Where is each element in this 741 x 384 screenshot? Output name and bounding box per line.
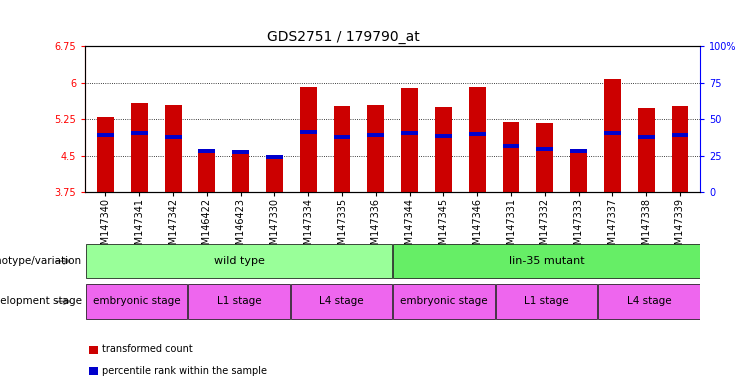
Text: L1 stage: L1 stage: [216, 296, 262, 306]
Bar: [502, 122, 519, 192]
Bar: [368, 132, 385, 137]
Bar: [368, 106, 385, 192]
Text: lin-35 mutant: lin-35 mutant: [508, 256, 585, 266]
Bar: [266, 155, 283, 159]
Bar: [671, 106, 688, 192]
Bar: [291, 284, 392, 319]
Text: L4 stage: L4 stage: [627, 296, 671, 306]
Bar: [401, 88, 418, 192]
Bar: [199, 149, 216, 192]
Bar: [300, 88, 316, 192]
Bar: [333, 134, 350, 139]
Bar: [165, 135, 182, 139]
Bar: [333, 106, 350, 192]
Bar: [86, 284, 187, 319]
Bar: [496, 284, 597, 319]
Bar: [199, 149, 216, 153]
Bar: [599, 284, 700, 319]
Bar: [435, 134, 452, 137]
Bar: [232, 150, 249, 154]
Bar: [97, 133, 114, 137]
Bar: [393, 244, 700, 278]
Text: transformed count: transformed count: [102, 344, 193, 354]
Bar: [570, 149, 587, 153]
Bar: [188, 284, 290, 319]
Bar: [536, 123, 554, 192]
Title: GDS2751 / 179790_at: GDS2751 / 179790_at: [268, 30, 420, 44]
Bar: [671, 133, 688, 137]
Text: wild type: wild type: [213, 256, 265, 266]
Bar: [131, 103, 147, 192]
Bar: [165, 105, 182, 192]
Text: development stage: development stage: [0, 296, 82, 306]
Bar: [604, 79, 621, 192]
Bar: [536, 147, 554, 151]
Bar: [435, 107, 452, 192]
Bar: [604, 131, 621, 135]
Bar: [638, 134, 654, 139]
Bar: [570, 149, 587, 192]
Bar: [401, 131, 418, 135]
Bar: [86, 244, 392, 278]
Bar: [638, 108, 654, 192]
Bar: [97, 117, 114, 192]
Bar: [300, 130, 316, 134]
Text: genotype/variation: genotype/variation: [0, 256, 82, 266]
Text: embryonic stage: embryonic stage: [93, 296, 180, 306]
Bar: [232, 152, 249, 192]
Text: percentile rank within the sample: percentile rank within the sample: [102, 366, 268, 376]
Bar: [131, 131, 147, 135]
Text: L4 stage: L4 stage: [319, 296, 364, 306]
Bar: [266, 157, 283, 192]
Bar: [469, 88, 485, 192]
Text: embryonic stage: embryonic stage: [400, 296, 488, 306]
Bar: [393, 284, 494, 319]
Text: L1 stage: L1 stage: [524, 296, 569, 306]
Bar: [469, 132, 485, 136]
Bar: [502, 144, 519, 148]
